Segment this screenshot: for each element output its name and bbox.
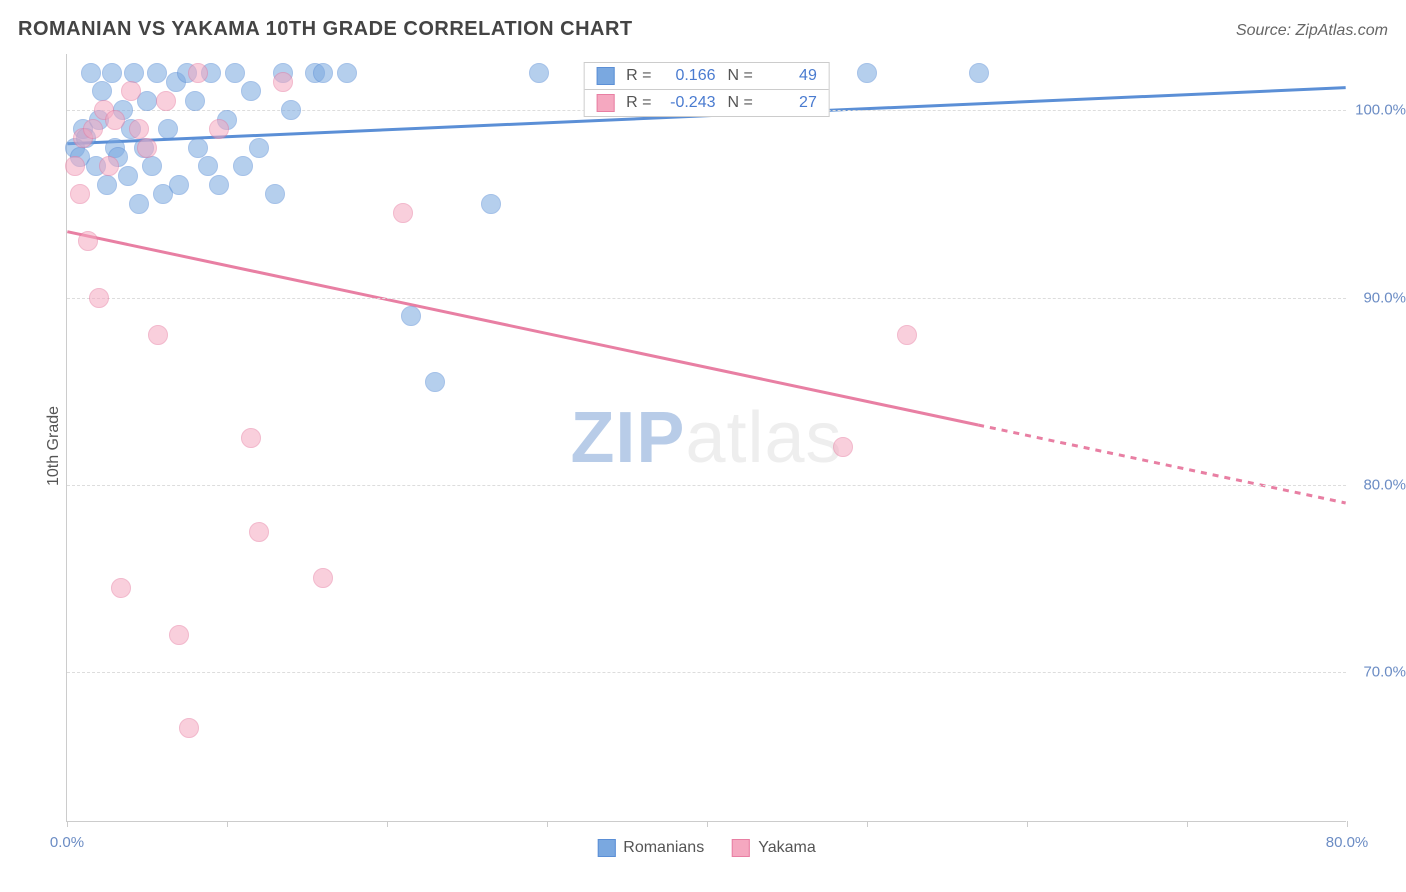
- plot-area: ZIPatlas 70.0%80.0%90.0%100.0% 0.0%80.0%…: [66, 54, 1346, 822]
- data-point: [233, 156, 253, 176]
- data-point: [281, 100, 301, 120]
- data-point: [185, 91, 205, 111]
- legend-swatch-yakama: [732, 839, 750, 857]
- source-attribution: Source: ZipAtlas.com: [1236, 22, 1388, 40]
- data-point: [337, 63, 357, 83]
- x-tick: [1187, 821, 1188, 827]
- data-point: [118, 166, 138, 186]
- swatch-romanians: [596, 67, 614, 85]
- data-point: [209, 119, 229, 139]
- data-point: [529, 63, 549, 83]
- x-tick: [1347, 821, 1348, 827]
- chart-title: ROMANIAN VS YAKAMA 10TH GRADE CORRELATIO…: [18, 18, 633, 41]
- r-value-yakama: -0.243: [660, 94, 716, 112]
- gridline: [67, 485, 1346, 486]
- r-value-romanians: 0.166: [660, 67, 716, 85]
- y-tick-label: 100.0%: [1355, 102, 1406, 119]
- data-point: [273, 72, 293, 92]
- data-point: [857, 63, 877, 83]
- data-point: [89, 288, 109, 308]
- gridline: [67, 672, 1346, 673]
- data-point: [393, 203, 413, 223]
- data-point: [209, 175, 229, 195]
- y-tick-label: 80.0%: [1363, 476, 1406, 493]
- data-point: [147, 63, 167, 83]
- y-tick-label: 90.0%: [1363, 289, 1406, 306]
- x-tick: [67, 821, 68, 827]
- y-tick-label: 70.0%: [1363, 664, 1406, 681]
- data-point: [156, 91, 176, 111]
- data-point: [179, 718, 199, 738]
- data-point: [129, 119, 149, 139]
- x-tick-label: 0.0%: [50, 834, 84, 851]
- legend: Romanians Yakama: [597, 839, 815, 857]
- x-tick: [707, 821, 708, 827]
- y-axis-label: 10th Grade: [45, 406, 63, 486]
- data-point: [148, 325, 168, 345]
- data-point: [313, 568, 333, 588]
- data-point: [121, 81, 141, 101]
- data-point: [969, 63, 989, 83]
- data-point: [425, 372, 445, 392]
- swatch-yakama: [596, 94, 614, 112]
- data-point: [198, 156, 218, 176]
- data-point: [401, 306, 421, 326]
- data-point: [249, 522, 269, 542]
- stats-row-yakama: R = -0.243 N = 27: [584, 89, 829, 116]
- data-point: [188, 138, 208, 158]
- data-point: [137, 138, 157, 158]
- x-tick-label: 80.0%: [1326, 834, 1369, 851]
- data-point: [70, 184, 90, 204]
- data-point: [313, 63, 333, 83]
- data-point: [81, 63, 101, 83]
- data-point: [102, 63, 122, 83]
- data-point: [481, 194, 501, 214]
- data-point: [249, 138, 269, 158]
- x-tick: [547, 821, 548, 827]
- data-point: [111, 578, 131, 598]
- data-point: [241, 428, 261, 448]
- stats-box: R = 0.166 N = 49 R = -0.243 N = 27: [583, 62, 830, 117]
- watermark: ZIPatlas: [570, 397, 842, 479]
- data-point: [124, 63, 144, 83]
- x-tick: [227, 821, 228, 827]
- data-point: [92, 81, 112, 101]
- gridline: [67, 298, 1346, 299]
- data-point: [158, 119, 178, 139]
- data-point: [897, 325, 917, 345]
- data-point: [97, 175, 117, 195]
- data-point: [99, 156, 119, 176]
- data-point: [833, 437, 853, 457]
- data-point: [169, 625, 189, 645]
- data-point: [78, 231, 98, 251]
- legend-swatch-romanians: [597, 839, 615, 857]
- n-value-romanians: 49: [761, 67, 817, 85]
- data-point: [225, 63, 245, 83]
- x-tick: [867, 821, 868, 827]
- data-point: [188, 63, 208, 83]
- data-point: [241, 81, 261, 101]
- legend-item-yakama: Yakama: [732, 839, 816, 857]
- data-point: [105, 110, 125, 130]
- x-tick: [1027, 821, 1028, 827]
- legend-item-romanians: Romanians: [597, 839, 704, 857]
- n-value-yakama: 27: [761, 94, 817, 112]
- data-point: [169, 175, 189, 195]
- data-point: [142, 156, 162, 176]
- data-point: [129, 194, 149, 214]
- data-point: [265, 184, 285, 204]
- data-point: [65, 156, 85, 176]
- stats-row-romanians: R = 0.166 N = 49: [584, 63, 829, 89]
- data-point: [83, 119, 103, 139]
- x-tick: [387, 821, 388, 827]
